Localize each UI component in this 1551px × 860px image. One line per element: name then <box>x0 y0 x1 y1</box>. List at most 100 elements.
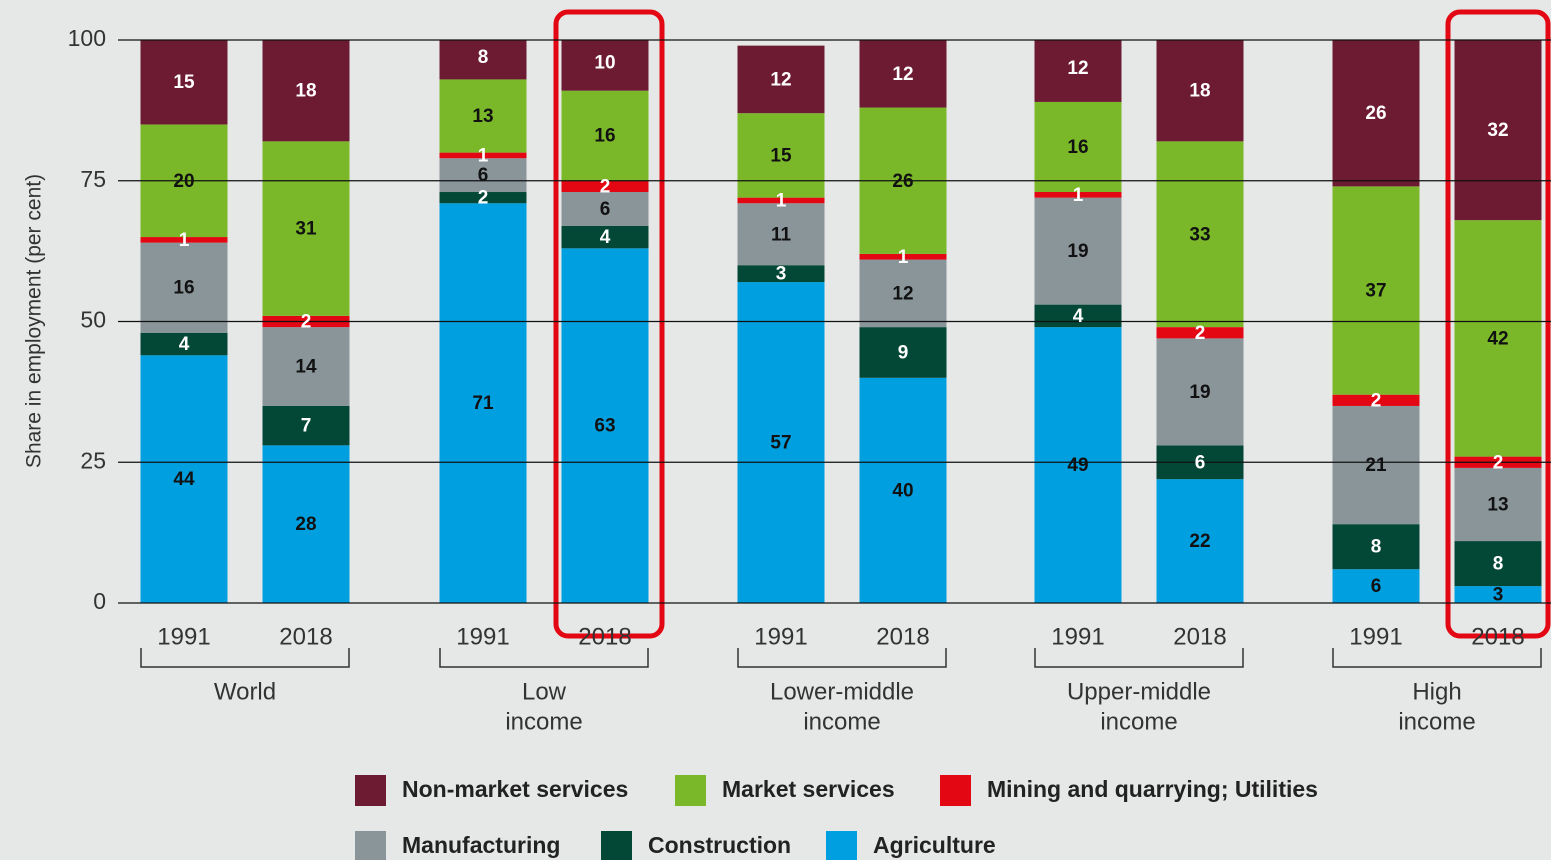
data-label: 21 <box>1365 455 1387 476</box>
legend-label: Agriculture <box>873 832 996 858</box>
x-tick-label: 1991 <box>456 623 509 650</box>
data-label: 2 <box>1195 323 1206 344</box>
data-label: 40 <box>892 480 913 501</box>
group-bracket <box>737 648 947 668</box>
bar-segment <box>262 445 350 603</box>
bar-segment <box>1454 220 1542 457</box>
data-label: 15 <box>770 145 792 166</box>
legend-swatch <box>826 831 857 860</box>
bar-segment <box>140 332 228 356</box>
data-label: 1 <box>478 145 489 166</box>
group-label: income <box>1398 708 1475 735</box>
data-label: 6 <box>1195 452 1206 473</box>
bar-segment <box>1156 40 1244 142</box>
data-label: 22 <box>1189 531 1210 552</box>
bar-segment <box>262 40 350 142</box>
group-label: World <box>214 678 276 705</box>
bar-segment <box>1034 40 1122 102</box>
data-label: 4 <box>179 334 190 355</box>
bar-segment <box>1332 405 1420 525</box>
bar-segment <box>1332 394 1420 406</box>
data-label: 9 <box>898 342 909 363</box>
data-label: 63 <box>594 416 615 437</box>
bar-segment <box>737 265 825 283</box>
bar-segment <box>140 237 228 243</box>
group-bracket <box>1332 648 1542 668</box>
group-bracket <box>1034 648 1244 668</box>
data-label: 16 <box>594 126 615 147</box>
bar-segment <box>561 180 649 193</box>
data-label: 14 <box>295 357 317 378</box>
y-tick-label: 75 <box>80 166 106 192</box>
bar-segment <box>737 113 825 198</box>
bar-segment <box>1454 40 1542 221</box>
bar-segment <box>439 152 527 159</box>
bar-segment <box>1034 327 1122 603</box>
group-label: income <box>803 708 880 735</box>
data-label: 2 <box>478 188 489 209</box>
data-label: 3 <box>1493 585 1504 606</box>
group-label: income <box>505 708 582 735</box>
bar-segment <box>262 327 350 406</box>
data-label: 16 <box>173 278 194 299</box>
bar-segment <box>1332 569 1420 603</box>
data-label: 6 <box>1371 576 1382 597</box>
bar-segment <box>859 377 947 603</box>
data-label: 19 <box>1189 382 1210 403</box>
data-label: 33 <box>1189 224 1210 245</box>
bar-segment <box>439 79 527 153</box>
data-label: 7 <box>301 416 312 437</box>
bar-segment <box>737 203 825 266</box>
x-tick-label: 2018 <box>279 623 332 650</box>
group-label: Upper-middle <box>1067 678 1211 705</box>
x-tick-label: 2018 <box>1173 623 1226 650</box>
data-label: 28 <box>295 514 316 535</box>
legend-swatch <box>355 775 386 806</box>
data-label: 71 <box>472 393 494 414</box>
data-label: 6 <box>478 165 489 186</box>
x-tick-label: 2018 <box>578 623 631 650</box>
data-label: 16 <box>1067 137 1088 158</box>
data-label: 19 <box>1067 241 1088 262</box>
y-tick-label: 100 <box>68 25 106 51</box>
legend-label: Non-market services <box>402 776 628 802</box>
y-tick-label: 0 <box>93 588 106 614</box>
bar-segment <box>737 197 825 204</box>
data-label: 6 <box>600 199 611 220</box>
data-label: 13 <box>472 106 493 127</box>
data-label: 11 <box>771 224 792 245</box>
bar-segment <box>439 158 527 193</box>
bar-segment <box>1332 524 1420 570</box>
data-label: 8 <box>478 47 489 68</box>
y-tick-label: 50 <box>80 307 106 333</box>
bar-segment <box>1332 186 1420 395</box>
bar-segment <box>439 192 527 204</box>
legend-label: Mining and quarrying; Utilities <box>987 776 1318 802</box>
x-tick-label: 1991 <box>754 623 807 650</box>
data-label: 18 <box>1189 81 1210 102</box>
data-label: 44 <box>173 469 195 490</box>
highlight <box>553 9 665 639</box>
bar-segment <box>737 45 825 114</box>
bar-segment <box>737 282 825 603</box>
data-label: 12 <box>892 283 913 304</box>
bars <box>140 40 1542 603</box>
data-label: 2 <box>1371 390 1382 411</box>
data-label: 1 <box>898 247 909 268</box>
bar-segment <box>859 327 947 378</box>
data-label: 8 <box>1371 537 1382 558</box>
group-label: income <box>1100 708 1177 735</box>
bar-segment <box>1034 192 1122 198</box>
bar-segment <box>1156 338 1244 446</box>
bar-segment <box>1156 141 1244 328</box>
data-label: 26 <box>892 171 913 192</box>
bar-segment <box>561 90 649 181</box>
bar-segment <box>262 141 350 316</box>
data-label: 1 <box>179 230 190 251</box>
bar-segment <box>439 40 527 80</box>
bar-segment <box>140 40 228 125</box>
bar-segment <box>1454 586 1542 603</box>
y-tick-label: 25 <box>80 447 106 473</box>
group-bracket <box>140 648 350 668</box>
